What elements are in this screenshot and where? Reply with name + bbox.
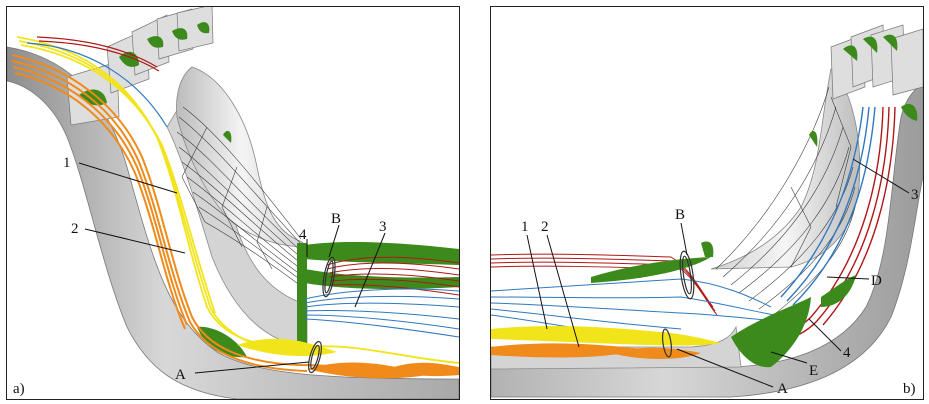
leader-lines (526, 158, 910, 388)
streamline-twist-yellow-orange (491, 326, 721, 359)
label-4: 4 (299, 227, 307, 243)
vortex-ring-B (679, 250, 695, 300)
vortex-core-green-inlet (591, 241, 856, 368)
label-3: 3 (911, 187, 919, 203)
label-A: A (777, 381, 788, 397)
duct-wall (491, 84, 923, 398)
wall-limiting-streamlines (715, 86, 856, 318)
label-1: 1 (521, 219, 529, 235)
vortex-ring-A (661, 328, 673, 358)
wall-limiting-streamlines (176, 106, 306, 290)
label-2: 2 (71, 221, 79, 237)
streamline-bundle-red-outlet (326, 256, 459, 296)
label-1: 1 (63, 155, 71, 171)
label-B: B (331, 211, 341, 227)
blade-row-top (830, 24, 923, 100)
vortex-ring-B (322, 256, 336, 298)
vortex-core-green-outlet (297, 242, 459, 352)
streamline-bundle-blue-top (26, 42, 168, 128)
label-B: B (675, 207, 685, 223)
vortex-patches-top (79, 22, 247, 358)
vortex-ring-A (308, 340, 322, 374)
label-4: 4 (843, 345, 851, 361)
label-2: 2 (541, 219, 549, 235)
streamline-bundle-red-top (36, 36, 160, 72)
panel-a: 1 2 3 4 B A a) (6, 6, 460, 400)
panel-tag-a: a) (13, 381, 25, 397)
label-D: D (871, 273, 882, 289)
panel-b: 1 2 B 3 D 4 E A b) (490, 6, 924, 400)
label-3: 3 (379, 219, 387, 235)
panel-b-figure: 1 2 B 3 D 4 E A b) (491, 24, 923, 398)
streamline-bundle-blue-outlet (304, 288, 459, 338)
label-E: E (809, 363, 818, 379)
blade-surface (176, 66, 308, 248)
label-A: A (175, 367, 186, 383)
streamline-bundle-yellow (16, 36, 459, 364)
duct-wall (7, 46, 459, 399)
blade-surface (710, 68, 861, 270)
vortex-patches-top (809, 34, 918, 147)
panel-a-figure: 1 2 3 4 B A a) (7, 7, 459, 399)
leader-lines (78, 162, 386, 374)
panel-tag-b: b) (903, 381, 916, 397)
streamline-bundle-blue-3 (780, 106, 876, 306)
